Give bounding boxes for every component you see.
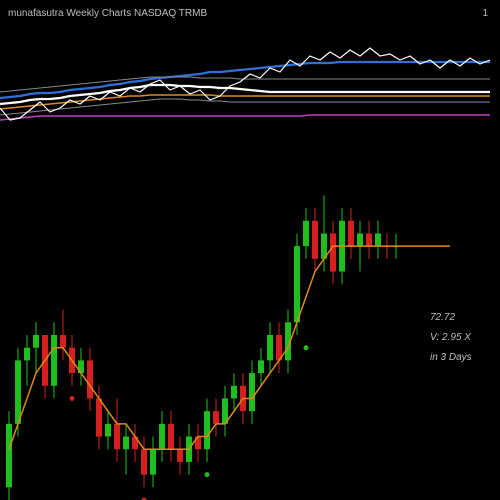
candle [348, 221, 354, 246]
candle [15, 360, 21, 423]
candle [141, 449, 147, 474]
candle [303, 221, 309, 246]
candle [258, 360, 264, 373]
candle [177, 449, 183, 462]
candle [60, 335, 66, 348]
candle [159, 424, 165, 449]
candle [150, 449, 156, 474]
annot-volume: V: 2.95 X [430, 332, 471, 343]
candle [357, 233, 363, 246]
candle [231, 386, 237, 399]
candle [87, 360, 93, 398]
candle [114, 424, 120, 449]
candle [51, 335, 57, 386]
candle [123, 437, 129, 450]
candle [213, 411, 219, 424]
candle [375, 233, 381, 246]
chart-svg: munafasutra Weekly Charts NASDAQ TRMB 1 72… [0, 0, 500, 500]
candle [24, 348, 30, 361]
candle [294, 246, 300, 322]
annot-price: 72.72 [430, 312, 455, 323]
candle [249, 373, 255, 411]
annot-timeframe: in 3 Days [430, 352, 472, 363]
candle [105, 424, 111, 437]
candle [168, 424, 174, 449]
candle [330, 233, 336, 271]
candle [96, 398, 102, 436]
header-right: 1 [482, 8, 488, 19]
candle [312, 221, 318, 259]
candle [267, 335, 273, 360]
candle [366, 233, 372, 246]
candle [33, 335, 39, 348]
candle [6, 424, 12, 487]
candle [204, 411, 210, 449]
header-left: munafasutra Weekly Charts NASDAQ TRMB [8, 8, 207, 19]
stock-chart: munafasutra Weekly Charts NASDAQ TRMB 1 72… [0, 0, 500, 500]
